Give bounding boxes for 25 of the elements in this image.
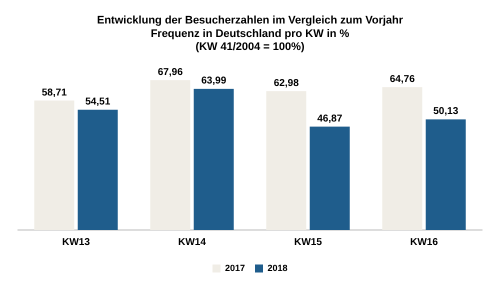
x-tick-label: KW13 <box>62 236 90 248</box>
bar <box>78 110 118 230</box>
bar <box>382 87 422 230</box>
bar <box>34 100 74 230</box>
data-label: 58,71 <box>42 87 68 98</box>
data-label: 54,51 <box>85 96 111 108</box>
bar <box>426 119 466 230</box>
x-tick-label: KW16 <box>410 236 438 248</box>
data-label: 62,98 <box>274 78 300 89</box>
data-label: 46,87 <box>317 113 343 124</box>
text: Entwicklung der Besucherzahlen im Vergleich zum Vorjahr <box>96 14 404 27</box>
legend-label: 2018 <box>268 262 288 273</box>
x-tick-label: KW14 <box>178 236 206 248</box>
legend-label: 2017 <box>224 262 246 273</box>
bar <box>194 88 234 230</box>
data-label: 50,13 <box>433 106 459 118</box>
bar <box>150 80 190 230</box>
bar <box>266 91 306 230</box>
data-label: 64,76 <box>390 74 416 85</box>
text: Frequenz in Deutschland pro KW in % <box>150 28 350 40</box>
bar <box>310 126 350 230</box>
data-label: 67,96 <box>158 66 184 78</box>
x-tick-label: KW15 <box>294 236 322 248</box>
text: (KW 41/2004 = 100%) <box>195 41 305 54</box>
data-label: 63,99 <box>201 76 227 87</box>
